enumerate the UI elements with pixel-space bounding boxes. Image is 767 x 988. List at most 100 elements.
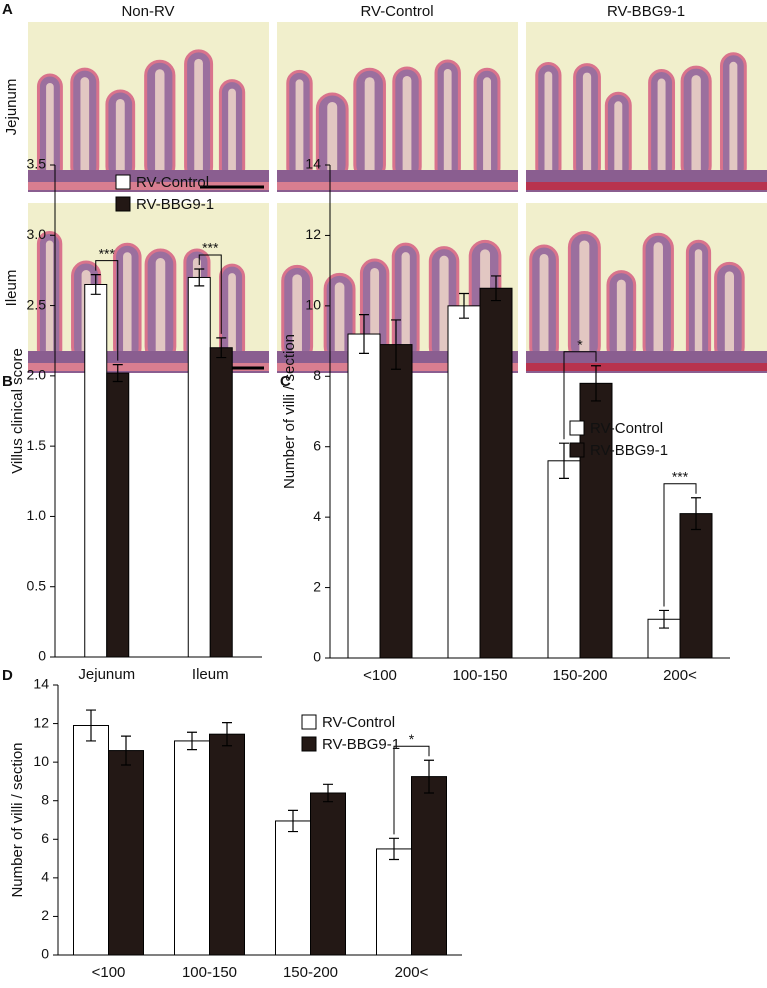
legend-label: RV-BBG9-1 xyxy=(136,196,214,213)
villus-core xyxy=(582,72,592,178)
significance-label: * xyxy=(409,731,415,747)
villus-core xyxy=(653,242,663,359)
bar xyxy=(679,513,713,659)
histology-image xyxy=(28,22,269,192)
bar xyxy=(376,848,412,956)
significance-label: *** xyxy=(672,468,689,484)
muscle-layer xyxy=(28,363,269,371)
legend-swatch xyxy=(569,442,585,458)
y-tick-label: 2 xyxy=(313,578,321,594)
bar xyxy=(209,733,245,956)
muscle-layer xyxy=(526,363,767,371)
error-bar xyxy=(389,837,399,861)
histology-image xyxy=(28,203,269,373)
bar xyxy=(411,776,447,956)
villus-core xyxy=(439,255,449,359)
x-tick-label: Jejunum xyxy=(78,666,135,683)
x-tick-label: 100-150 xyxy=(182,964,237,981)
villus-core xyxy=(228,88,236,178)
error-bar xyxy=(194,268,205,287)
villus-core xyxy=(483,77,492,178)
legend-swatch xyxy=(301,714,317,730)
x-tick-label: 100-150 xyxy=(452,667,507,684)
error-bar xyxy=(424,759,434,794)
villus-core xyxy=(614,101,623,178)
villus-core xyxy=(123,252,132,359)
y-tick-label: 14 xyxy=(305,156,321,172)
y-tick-label: 8 xyxy=(41,791,49,807)
legend-label: RV-BBG9-1 xyxy=(322,736,400,753)
error-bar xyxy=(187,731,197,751)
villus-core xyxy=(292,274,302,359)
y-tick-label: 6 xyxy=(41,830,49,846)
y-tick-label: 2.0 xyxy=(27,367,47,383)
villus-core xyxy=(724,271,734,359)
villus-core xyxy=(616,279,626,359)
histology-image xyxy=(526,22,767,192)
row-label: Ileum xyxy=(3,270,20,307)
villus-core xyxy=(402,75,412,178)
significance-bracket xyxy=(198,254,222,334)
y-tick-label: 4 xyxy=(313,508,321,524)
villus-core xyxy=(657,78,666,178)
y-axis-label: Villus clinical score xyxy=(9,348,26,474)
panel-label: D xyxy=(2,667,13,684)
y-tick-label: 10 xyxy=(305,297,321,313)
y-axis-label: Number of villi / section xyxy=(281,334,298,489)
error-bar xyxy=(121,735,131,766)
histology-image xyxy=(526,203,767,373)
column-label: Non-RV xyxy=(121,3,174,20)
y-tick-label: 14 xyxy=(33,676,49,692)
villus-core xyxy=(691,75,701,178)
error-bar xyxy=(691,497,701,531)
bar xyxy=(106,372,130,658)
bar xyxy=(310,792,346,956)
villus-core xyxy=(155,69,165,178)
legend-label: RV-Control xyxy=(136,174,209,191)
villus-core xyxy=(45,240,54,359)
significance-label: *** xyxy=(202,240,219,256)
y-tick-label: 0 xyxy=(313,649,321,665)
villus-core xyxy=(295,79,304,178)
x-tick-label: 150-200 xyxy=(552,667,607,684)
significance-label: * xyxy=(577,336,583,352)
villus-core xyxy=(694,249,703,359)
x-tick-label: 150-200 xyxy=(283,964,338,981)
y-tick-label: 0.5 xyxy=(27,577,47,593)
error-bar xyxy=(323,783,333,803)
histology-image xyxy=(277,22,518,192)
bar xyxy=(447,305,481,659)
significance-bracket xyxy=(563,351,597,440)
error-bar xyxy=(459,292,469,319)
y-tick-label: 3.0 xyxy=(27,226,47,242)
villus-core xyxy=(443,69,452,178)
villus-core xyxy=(729,61,738,178)
bar xyxy=(379,344,413,659)
villus-core xyxy=(194,58,203,179)
significance-bracket xyxy=(393,745,430,835)
error-bar xyxy=(359,314,369,354)
row-label: Jejunum xyxy=(3,79,20,136)
y-tick-label: 3.5 xyxy=(27,156,47,172)
villus-core xyxy=(364,77,375,178)
villus-core xyxy=(539,253,549,359)
x-tick-label: 200< xyxy=(395,964,429,981)
x-tick-label: <100 xyxy=(363,667,397,684)
y-tick-label: 0 xyxy=(41,946,49,962)
error-bar xyxy=(90,274,101,295)
panel-label: C xyxy=(280,373,291,390)
villus-core xyxy=(334,282,345,359)
panel-label: B xyxy=(2,373,13,390)
error-bar xyxy=(591,365,601,402)
x-tick-label: Ileum xyxy=(192,666,229,683)
villus-core xyxy=(544,71,553,178)
error-bar xyxy=(86,709,96,742)
villus-core xyxy=(155,257,166,359)
villus-core xyxy=(228,273,236,359)
y-tick-label: 1.0 xyxy=(27,507,47,523)
significance-label: *** xyxy=(99,245,116,261)
y-tick-label: 2.5 xyxy=(27,296,47,312)
bar xyxy=(347,333,381,659)
significance-bracket xyxy=(663,483,697,607)
